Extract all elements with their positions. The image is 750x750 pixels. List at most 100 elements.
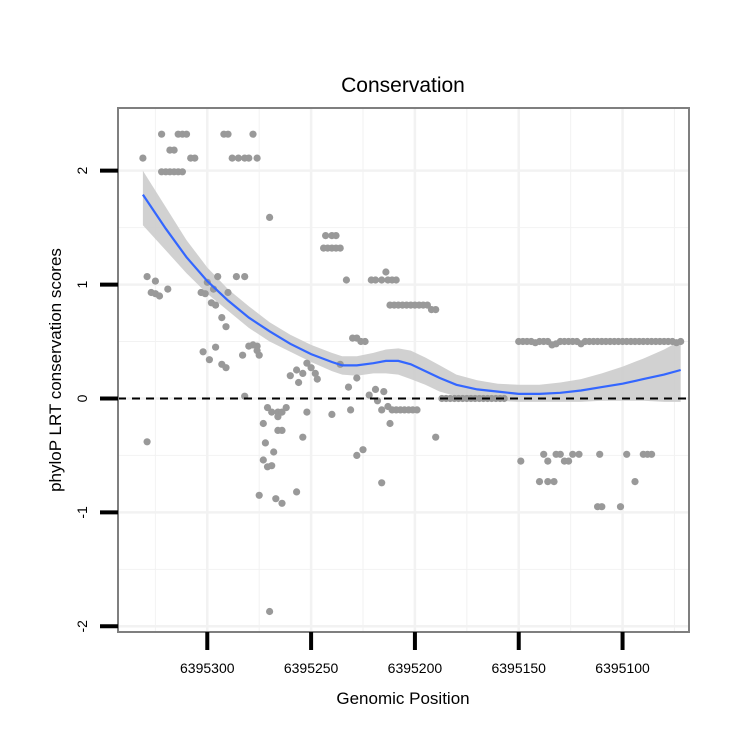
y-tick-label: -2 <box>74 620 90 633</box>
data-point <box>278 426 286 434</box>
data-point <box>224 130 232 138</box>
x-tick-label: 6395300 <box>180 660 235 676</box>
data-point <box>596 450 604 458</box>
data-point <box>222 323 230 331</box>
data-point <box>623 450 631 458</box>
data-point <box>347 406 355 414</box>
data-point <box>278 408 286 416</box>
data-point <box>170 146 178 154</box>
data-point <box>143 438 151 446</box>
x-tick-label: 6395200 <box>388 660 443 676</box>
data-point <box>268 462 276 470</box>
y-axis: -2 -1 0 1 2 <box>74 167 118 633</box>
data-point <box>255 491 263 499</box>
data-point <box>544 457 552 465</box>
data-point <box>616 503 625 511</box>
data-point <box>432 306 440 314</box>
data-point <box>353 374 361 382</box>
data-point <box>336 244 344 252</box>
data-point <box>278 499 286 507</box>
data-point <box>631 478 639 486</box>
data-point <box>270 448 278 456</box>
data-point <box>253 154 261 162</box>
data-point <box>249 130 257 138</box>
data-point <box>299 433 307 441</box>
data-point <box>500 394 508 403</box>
data-point <box>261 439 269 447</box>
data-point <box>155 292 164 300</box>
data-point <box>259 456 267 464</box>
data-point <box>677 337 685 346</box>
data-point <box>295 378 303 387</box>
data-point <box>365 391 373 399</box>
smooth-line <box>141 193 681 395</box>
data-point <box>359 446 367 454</box>
x-axis: 6395300 6395250 6395200 6395150 6395100 <box>180 632 650 676</box>
data-point <box>274 413 282 421</box>
data-point <box>353 451 361 459</box>
data-point <box>191 154 199 162</box>
data-point <box>143 273 151 281</box>
data-point <box>569 450 577 458</box>
data-point <box>371 385 380 393</box>
data-point <box>266 213 274 221</box>
data-point <box>328 410 336 418</box>
data-point <box>151 277 159 285</box>
data-point <box>266 607 274 616</box>
data-point <box>378 479 386 487</box>
data-point <box>218 314 226 322</box>
x-tick-label: 6395150 <box>491 660 546 676</box>
data-point <box>293 366 301 374</box>
data-point <box>550 478 558 486</box>
y-axis-title: phyloP LRT conservation scores <box>46 248 65 492</box>
data-point <box>212 301 220 309</box>
data-point <box>158 130 166 138</box>
data-point <box>222 364 230 372</box>
data-point <box>282 404 290 412</box>
data-point <box>344 383 353 391</box>
data-point <box>224 288 232 297</box>
data-point <box>286 372 294 380</box>
data-point <box>164 285 172 293</box>
data-point <box>371 276 380 284</box>
data-point <box>413 406 421 414</box>
data-point <box>535 478 544 486</box>
data-point <box>293 488 301 496</box>
x-tick-label: 6395250 <box>284 660 339 676</box>
x-axis-title: Genomic Position <box>336 689 469 708</box>
data-point <box>648 450 656 458</box>
data-point <box>139 154 147 162</box>
data-point <box>239 351 247 359</box>
data-point <box>272 495 280 503</box>
data-point <box>544 478 552 486</box>
y-tick-label: 1 <box>74 280 90 288</box>
data-point <box>228 154 236 162</box>
data-point <box>178 168 186 176</box>
data-point <box>249 341 257 349</box>
data-point <box>380 388 388 396</box>
data-point <box>212 343 220 351</box>
data-point <box>263 404 272 412</box>
data-point <box>311 369 319 377</box>
data-point <box>303 359 311 367</box>
data-point <box>313 375 321 383</box>
data-point <box>253 347 261 355</box>
data-point <box>268 408 276 416</box>
data-point <box>361 337 369 346</box>
points-layer <box>139 130 685 616</box>
data-point <box>378 276 386 284</box>
data-point <box>199 348 207 356</box>
data-point <box>332 232 340 240</box>
data-point <box>540 450 548 458</box>
confidence-band <box>142 170 681 402</box>
data-point <box>299 369 307 377</box>
data-point <box>565 457 573 465</box>
smooth-line-layer <box>141 193 681 395</box>
data-point <box>232 273 240 281</box>
x-tick-label: 6395100 <box>595 660 650 676</box>
panel-border <box>117 107 690 633</box>
data-point <box>259 419 267 428</box>
data-point <box>378 406 386 414</box>
data-point <box>205 356 213 364</box>
